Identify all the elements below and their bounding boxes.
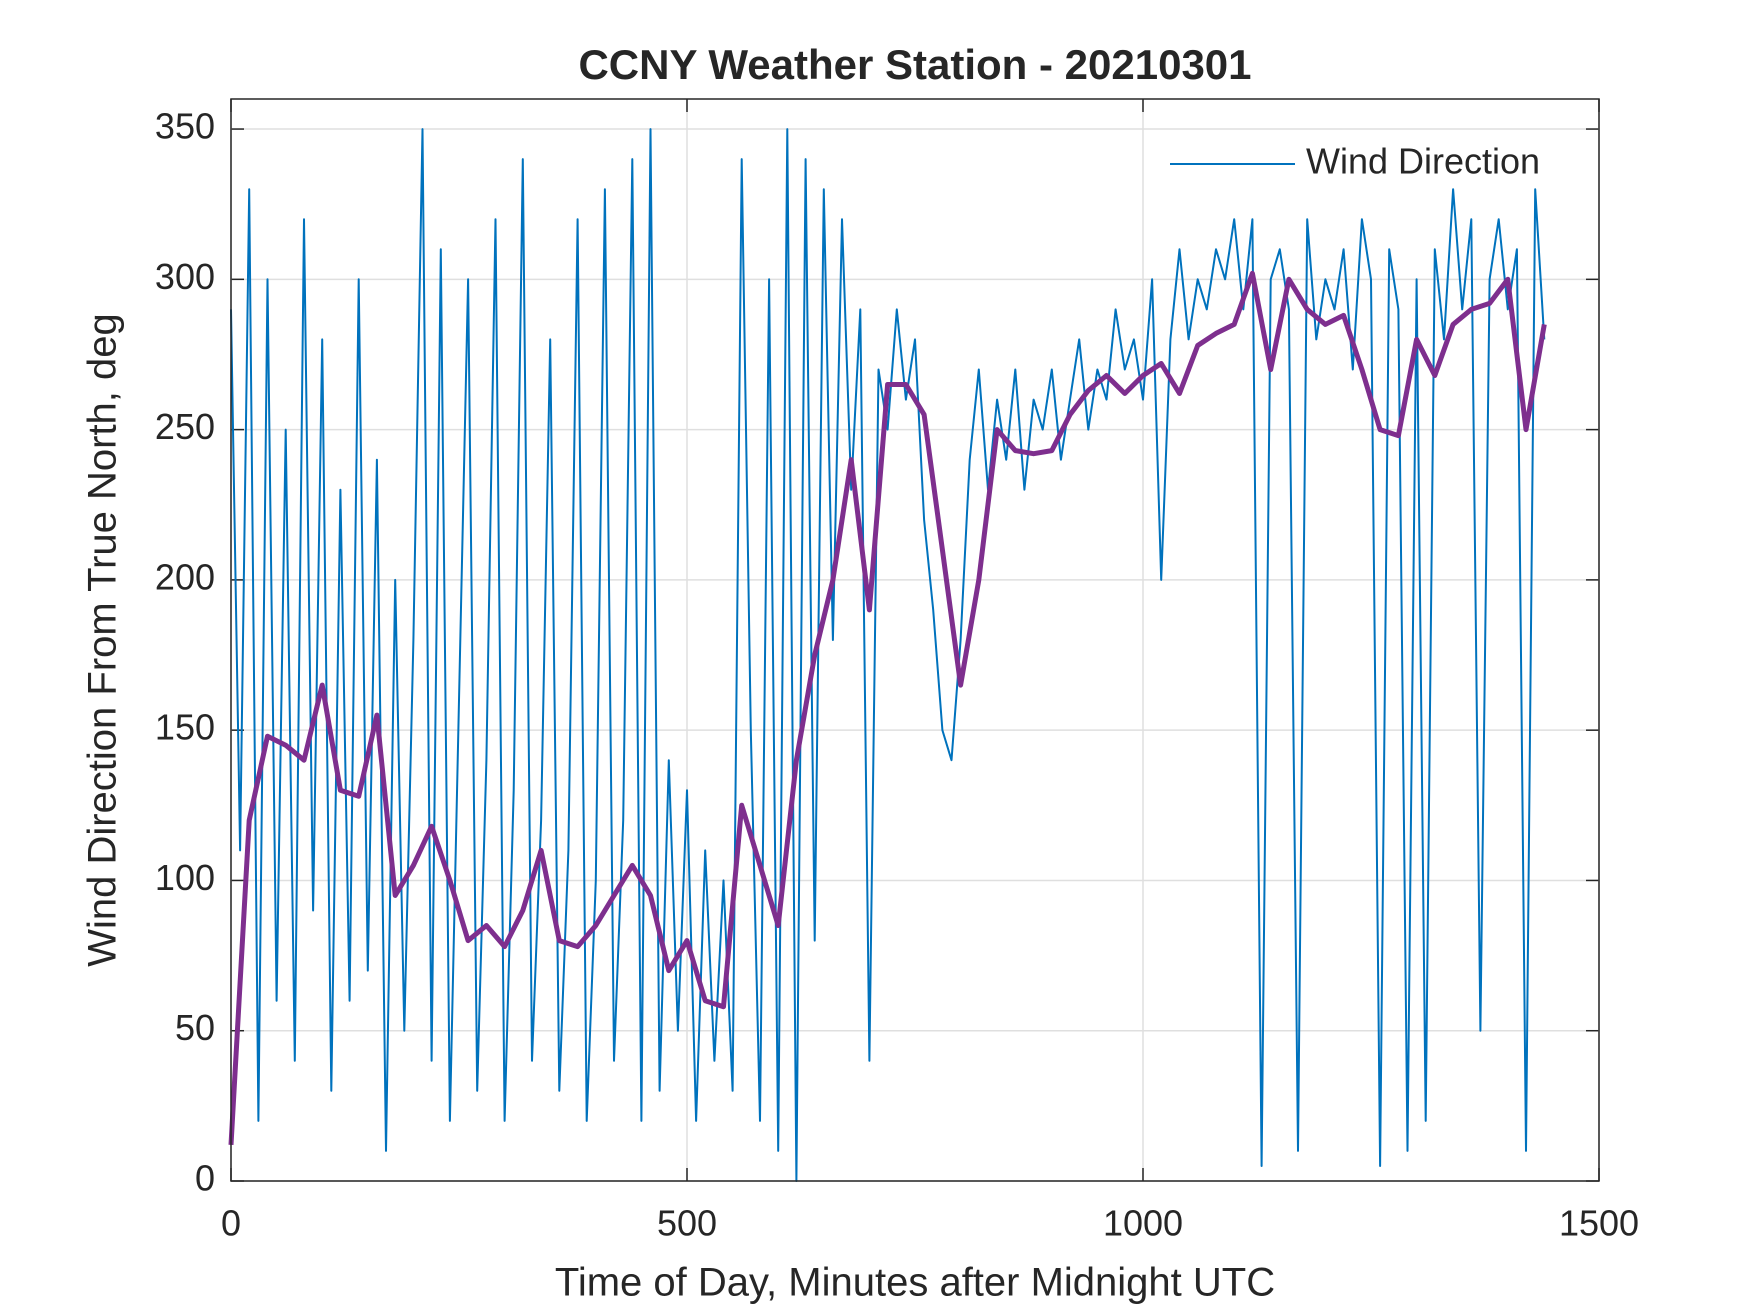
y-tick-label: 350 — [155, 106, 215, 147]
x-tick-label: 1000 — [1103, 1203, 1183, 1244]
y-axis-label: Wind Direction From True North, deg — [81, 313, 125, 967]
y-tick-label: 200 — [155, 556, 215, 597]
y-tick-label: 250 — [155, 406, 215, 447]
data-line — [228, 270, 1547, 1146]
y-tick-label: 150 — [155, 707, 215, 748]
legend-label: Wind Direction — [1306, 141, 1540, 182]
data-line — [230, 128, 1546, 1182]
x-axis-label: Time of Day, Minutes after Midnight UTC — [555, 1261, 1275, 1305]
x-tick-label: 500 — [657, 1203, 717, 1244]
plot-frame — [230, 98, 1600, 1182]
y-tick-label: 100 — [155, 857, 215, 898]
x-tick-label: 0 — [221, 1203, 241, 1244]
chart-title: CCNY Weather Station - 20210301 — [578, 41, 1251, 88]
y-tick-label: 0 — [195, 1158, 215, 1199]
x-tick-label: 1500 — [1559, 1203, 1639, 1244]
y-tick-label: 50 — [175, 1007, 215, 1048]
y-tick-label: 300 — [155, 256, 215, 297]
